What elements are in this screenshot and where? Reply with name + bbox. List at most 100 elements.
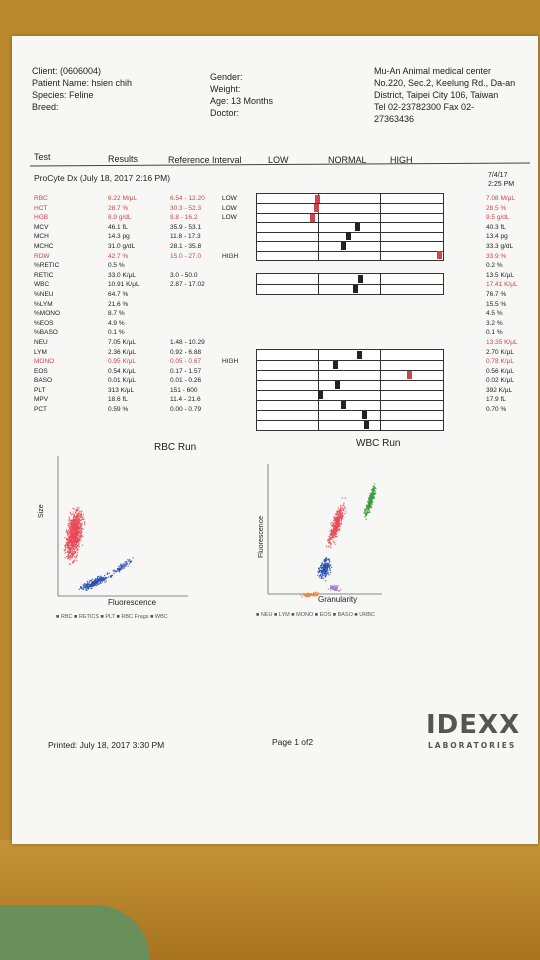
scatter-point: [64, 545, 66, 547]
scatter-point: [332, 534, 334, 536]
row-prev: 33.9 %: [486, 252, 507, 260]
scatter-point: [80, 532, 82, 534]
scatter-point: [309, 594, 311, 596]
scatter-point: [110, 576, 112, 578]
scatter-point: [338, 523, 340, 525]
scatter-point: [317, 572, 320, 574]
scatter-point: [118, 567, 121, 569]
scatter-point: [366, 505, 368, 507]
scatter-point: [329, 585, 332, 587]
scatter-point: [337, 519, 339, 521]
scatter-point: [72, 537, 74, 539]
col-low: LOW: [268, 155, 289, 165]
row-prev: 13.35 K/μL: [486, 338, 518, 346]
scatter-point: [305, 593, 308, 595]
scatter-point: [331, 539, 333, 541]
row-prev: 4.5 %: [486, 310, 503, 318]
scatter-point: [94, 579, 96, 581]
scatter-point: [330, 533, 332, 535]
scatter-point: [373, 487, 375, 489]
row-prev: 17.41 K/μL: [486, 281, 518, 289]
scatter-point: [80, 519, 82, 521]
scatter-point: [74, 526, 76, 528]
clinic-tel: Tel 02-23782300 Fax 02-: [374, 102, 475, 112]
scatter-point: [371, 499, 373, 501]
scatter-point: [325, 569, 327, 571]
scatter-point: [76, 515, 78, 517]
scatter-point: [94, 580, 96, 582]
scatter-point: [323, 577, 325, 579]
scatter-point: [77, 537, 79, 539]
scatter-point: [72, 541, 75, 543]
scatter-point: [375, 487, 377, 489]
scatter-point: [97, 579, 99, 581]
scatter-point: [331, 588, 333, 590]
scatter-point: [86, 589, 88, 591]
graph-range-divider: [379, 194, 381, 260]
scatter-point: [71, 543, 73, 545]
scatter-point: [328, 562, 330, 564]
scatter-point: [76, 518, 78, 520]
scatter-point: [373, 497, 375, 499]
scatter-point: [78, 521, 80, 523]
scatter-point: [72, 533, 74, 535]
scatter-point: [68, 541, 70, 543]
scatter-point: [78, 526, 80, 528]
graph-row-line: [257, 360, 443, 361]
scatter-point: [124, 561, 126, 563]
scatter-point: [337, 585, 340, 587]
scatter-point: [364, 509, 366, 511]
scatter-point: [71, 532, 73, 534]
scatter-point: [70, 532, 72, 534]
scatter-point: [368, 502, 370, 504]
scatter-point: [68, 516, 70, 518]
scatter-point: [129, 561, 131, 563]
scatter-point: [330, 542, 332, 544]
scatter-point: [130, 560, 132, 562]
scatter-point: [91, 583, 94, 586]
scatter-point: [329, 537, 331, 539]
scatter-point: [84, 586, 87, 588]
scatter-point: [71, 514, 73, 516]
scatter-point: [73, 553, 75, 555]
scatter-point: [122, 567, 124, 569]
rbc-plot-title: RBC Run: [154, 442, 197, 453]
graph-marker: [313, 204, 319, 213]
scatter-point: [71, 534, 73, 536]
scatter-point: [321, 569, 323, 571]
row-prev: 0.1 %: [486, 329, 503, 337]
scatter-point: [364, 508, 366, 510]
scatter-point: [335, 529, 337, 531]
scatter-point: [128, 563, 131, 565]
scatter-point: [76, 510, 78, 512]
scatter-point: [71, 550, 73, 552]
scatter-point: [334, 529, 336, 531]
scatter-point: [75, 527, 77, 530]
scatter-point: [77, 528, 79, 530]
scatter-point: [370, 495, 372, 497]
scatter-point: [86, 581, 88, 583]
scatter-point: [77, 539, 80, 541]
scatter-point: [66, 544, 68, 546]
wbc-ylabel: Fluorescence: [258, 515, 265, 558]
scatter-point: [71, 543, 73, 545]
scatter-point: [336, 518, 338, 520]
scatter-point: [83, 522, 86, 524]
scatter-point: [340, 520, 342, 522]
scatter-point: [71, 533, 73, 535]
scatter-point: [332, 533, 334, 536]
scatter-point: [71, 526, 73, 528]
scatter-point: [316, 593, 318, 595]
scatter-point: [335, 530, 337, 532]
scatter-point: [337, 524, 339, 526]
scatter-point: [329, 567, 331, 570]
scatter-point: [120, 568, 122, 570]
scatter-point: [76, 550, 78, 552]
scatter-point: [81, 517, 83, 519]
col-high: HIGH: [390, 155, 413, 165]
client-label: Client: (0606004): [32, 66, 102, 76]
scatter-point: [335, 514, 337, 516]
graph-marker: [314, 194, 320, 203]
scatter-point: [81, 531, 83, 533]
row-test: NEU: [34, 338, 48, 346]
